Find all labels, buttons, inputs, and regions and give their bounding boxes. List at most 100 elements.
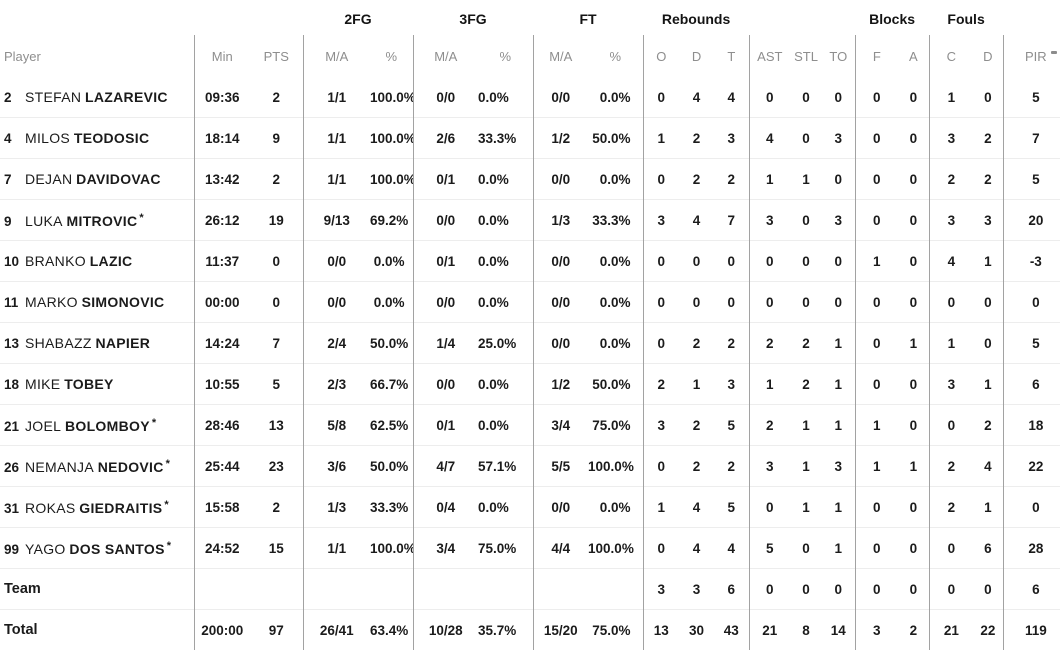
cell-foul-c: 0 <box>929 282 973 323</box>
cell-stl: 0 <box>790 200 822 241</box>
cell-2fg-pct: 69.2% <box>370 200 413 241</box>
cell-reb-d: 4 <box>679 200 714 241</box>
cell-blk-a: 0 <box>898 528 929 569</box>
cell-min: 11:37 <box>194 241 250 282</box>
cell-3fg-ma: 0/0 <box>413 77 478 118</box>
cell-blk-a: 0 <box>898 77 929 118</box>
cell-stl: 0 <box>790 77 822 118</box>
group-spacer-player <box>0 0 194 35</box>
col-header-blk-f: F <box>855 35 898 77</box>
cell-foul-c: 3 <box>929 364 973 405</box>
cell-ast: 5 <box>749 528 790 569</box>
cell-3fg-pct: 75.0% <box>478 528 533 569</box>
cell-pir: 5 <box>1003 77 1060 118</box>
cell-ast: 0 <box>749 487 790 528</box>
cell-reb-o: 0 <box>643 159 679 200</box>
cell-reb-o: 3 <box>643 569 679 610</box>
cell-blk-f: 0 <box>855 159 898 200</box>
cell-2fg-pct: 63.4% <box>370 610 413 650</box>
team-label: Team <box>0 569 194 610</box>
col-header-2fg-ma: M/A <box>303 35 370 77</box>
cell-blk-f: 0 <box>855 77 898 118</box>
group-header-row: 2FG 3FG FT Rebounds Blocks Fouls <box>0 0 1060 35</box>
cell-3fg-ma: 3/4 <box>413 528 478 569</box>
cell-min: 25:44 <box>194 446 250 487</box>
cell-foul-c: 2 <box>929 446 973 487</box>
group-label-2fg: 2FG <box>303 0 413 35</box>
cell-pir: -3 <box>1003 241 1060 282</box>
cell-2fg-pct: 100.0% <box>370 118 413 159</box>
cell-reb-t: 3 <box>714 118 749 159</box>
cell-to: 0 <box>822 569 855 610</box>
cell-3fg-pct: 0.0% <box>478 364 533 405</box>
col-header-foul-d: D <box>973 35 1003 77</box>
cell-ft-ma: 0/0 <box>533 487 588 528</box>
cell-pir: 5 <box>1003 323 1060 364</box>
cell-pts: 2 <box>250 159 303 200</box>
cell-3fg-pct: 0.0% <box>478 282 533 323</box>
cell-ft-ma: 1/2 <box>533 364 588 405</box>
cell-reb-d: 2 <box>679 446 714 487</box>
group-label-ft: FT <box>533 0 643 35</box>
cell-to: 0 <box>822 77 855 118</box>
cell-ft-ma: 15/20 <box>533 610 588 650</box>
cell-2fg-pct: 66.7% <box>370 364 413 405</box>
cell-blk-a: 0 <box>898 405 929 446</box>
cell-pir: 5 <box>1003 159 1060 200</box>
cell-foul-c: 1 <box>929 323 973 364</box>
player-first-name: NEMANJA <box>25 459 94 475</box>
cell-blk-a: 0 <box>898 118 929 159</box>
col-header-pts: PTS <box>250 35 303 77</box>
cell-3fg-ma: 4/7 <box>413 446 478 487</box>
starter-mark: * <box>139 212 143 224</box>
jersey-number: 99 <box>4 542 21 557</box>
group-spacer-minpts <box>194 0 303 35</box>
cell-blk-f: 0 <box>855 364 898 405</box>
cell-blk-a: 0 <box>898 159 929 200</box>
cell-reb-d: 4 <box>679 487 714 528</box>
cell-pir: 6 <box>1003 569 1060 610</box>
player-first-name: MARKO <box>25 294 78 310</box>
player-last-name: LAZAREVIC <box>85 89 168 105</box>
jersey-number: 21 <box>4 419 21 434</box>
cell-reb-o: 0 <box>643 528 679 569</box>
cell-reb-d: 1 <box>679 364 714 405</box>
cell-ft-pct: 75.0% <box>588 405 643 446</box>
cell-min: 24:52 <box>194 528 250 569</box>
cell-reb-t: 4 <box>714 77 749 118</box>
cell-foul-c: 3 <box>929 200 973 241</box>
cell-ft-pct: 0.0% <box>588 159 643 200</box>
cell-blk-f: 1 <box>855 446 898 487</box>
cell-3fg-pct: 0.0% <box>478 405 533 446</box>
cell-3fg-ma: 0/4 <box>413 487 478 528</box>
starter-mark: * <box>167 540 171 552</box>
cell-ast: 0 <box>749 282 790 323</box>
cell-2fg-ma: 26/41 <box>303 610 370 650</box>
cell-ast: 3 <box>749 446 790 487</box>
cell-to: 14 <box>822 610 855 650</box>
cell-min: 00:00 <box>194 282 250 323</box>
cell-reb-o: 13 <box>643 610 679 650</box>
cell-stl: 0 <box>790 282 822 323</box>
cell-ft-ma: 1/2 <box>533 118 588 159</box>
cell-blk-f: 0 <box>855 118 898 159</box>
cell-reb-t: 5 <box>714 405 749 446</box>
cell-reb-d: 2 <box>679 118 714 159</box>
cell-to: 1 <box>822 405 855 446</box>
